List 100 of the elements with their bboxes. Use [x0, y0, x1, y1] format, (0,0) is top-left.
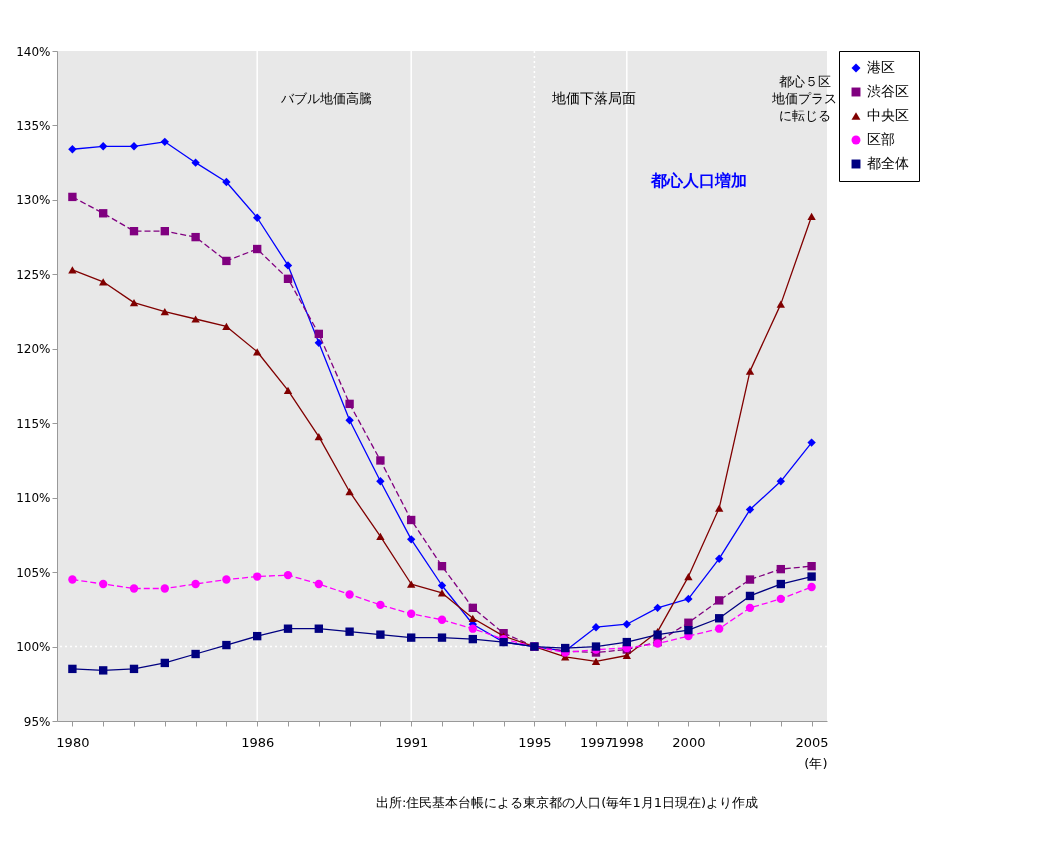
point	[437, 589, 447, 597]
annotation: 都心５区	[778, 74, 831, 89]
point	[437, 615, 447, 624]
point	[129, 664, 139, 674]
point	[622, 651, 631, 660]
point	[160, 584, 169, 593]
point	[376, 630, 385, 639]
point	[345, 627, 354, 636]
x-tick-label: 1986	[241, 734, 275, 750]
point	[99, 666, 108, 675]
y-tick-label: 140%	[16, 44, 51, 59]
point	[376, 532, 385, 540]
annotation: に転じる	[778, 108, 831, 123]
point	[314, 329, 323, 339]
point	[99, 278, 108, 286]
point	[591, 623, 601, 632]
point	[745, 505, 755, 514]
point	[314, 579, 323, 589]
point	[407, 633, 416, 642]
point	[807, 561, 816, 571]
point	[314, 338, 323, 348]
point	[407, 535, 416, 544]
point	[376, 477, 385, 486]
point	[283, 624, 293, 633]
point	[715, 504, 724, 512]
point	[160, 137, 169, 147]
y-tick-label: 135%	[16, 118, 51, 133]
point	[99, 209, 108, 218]
y-tick-label: 115%	[16, 416, 51, 431]
point	[253, 572, 262, 581]
legend-label: 区部	[867, 131, 895, 147]
y-tick-label: 110%	[16, 491, 51, 506]
point	[684, 625, 693, 635]
point	[776, 579, 785, 589]
point	[376, 456, 385, 465]
point	[283, 570, 293, 580]
point	[345, 416, 354, 425]
point	[283, 274, 293, 283]
point	[776, 594, 785, 604]
point	[807, 572, 816, 581]
point	[222, 177, 231, 187]
point	[807, 582, 816, 592]
point	[129, 299, 139, 307]
point	[191, 232, 200, 242]
annotation: 都心人口増加	[650, 171, 748, 190]
y-tick-label: 95%	[23, 714, 51, 729]
point	[468, 614, 477, 622]
point	[684, 594, 693, 604]
legend-label: 港区	[867, 59, 895, 75]
legend-label: 中央区	[867, 107, 909, 123]
point	[253, 631, 262, 641]
y-tick-label: 130%	[16, 193, 51, 208]
point	[314, 624, 323, 633]
point	[776, 477, 785, 486]
y-tick-label: 105%	[16, 565, 51, 580]
point	[776, 564, 785, 574]
point	[222, 256, 231, 266]
point	[191, 579, 200, 589]
point	[99, 142, 108, 151]
point	[684, 572, 693, 581]
annotation: 地価プラス	[771, 91, 838, 106]
point	[191, 315, 200, 323]
point	[745, 603, 755, 613]
point	[407, 609, 416, 618]
point	[129, 584, 139, 593]
x-tick-label: 1991	[395, 734, 429, 750]
legend-label: 都全体	[867, 155, 909, 171]
legend-label: 渋谷区	[867, 83, 909, 99]
point	[745, 575, 755, 584]
point	[745, 367, 755, 375]
x-tick-label: 2000	[672, 734, 706, 750]
point	[129, 142, 139, 151]
point	[68, 145, 77, 154]
point	[653, 603, 662, 613]
point	[715, 624, 724, 633]
point	[191, 649, 200, 659]
point	[345, 488, 354, 496]
y-tick-label: 100%	[16, 640, 51, 655]
point	[253, 244, 262, 254]
point	[715, 554, 724, 563]
point	[283, 386, 293, 395]
point	[160, 658, 169, 668]
point	[314, 433, 323, 441]
point	[468, 624, 477, 633]
x-tick-label: 1995	[518, 734, 552, 750]
point	[807, 212, 816, 220]
point	[253, 348, 262, 356]
point	[345, 590, 354, 599]
point	[715, 596, 724, 605]
x-axis-title: (年)	[804, 755, 828, 771]
point	[715, 614, 724, 623]
point	[591, 657, 601, 666]
point	[99, 579, 108, 589]
point	[222, 322, 231, 331]
annotation: 地価下落局面	[551, 90, 636, 106]
point	[68, 192, 77, 202]
y-tick-label: 120%	[16, 342, 51, 357]
point	[407, 515, 416, 525]
point	[376, 600, 385, 610]
x-tick-label: 2005	[795, 734, 829, 750]
